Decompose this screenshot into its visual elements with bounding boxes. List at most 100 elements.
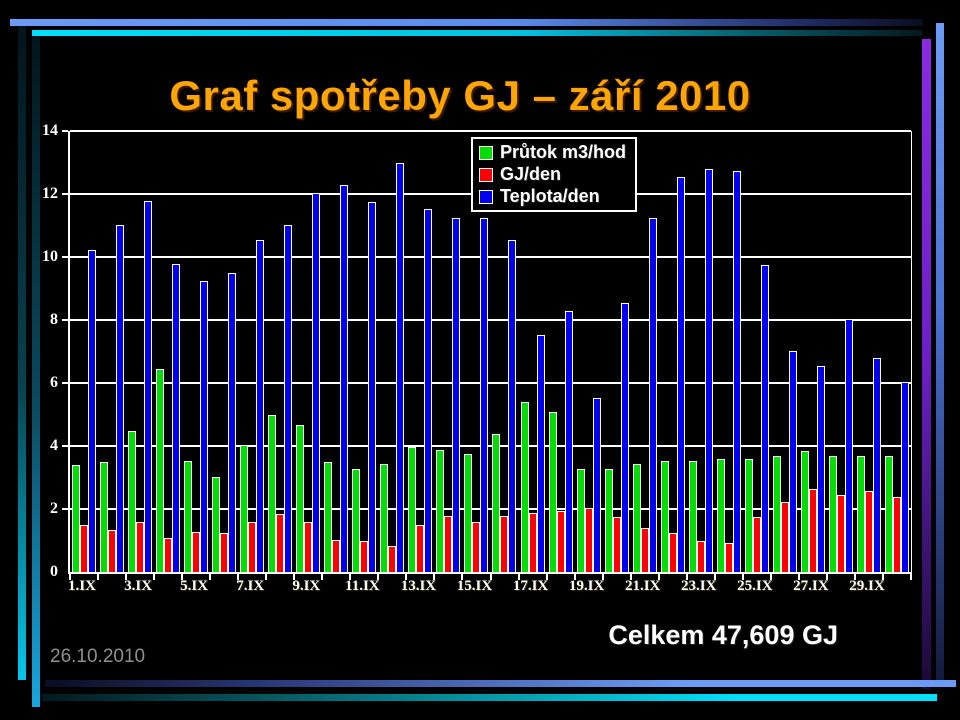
bar <box>872 358 881 572</box>
bar-groups <box>70 131 911 572</box>
x-axis-tick <box>629 574 632 580</box>
x-axis-tick <box>769 574 772 580</box>
bar <box>324 462 333 572</box>
x-axis-label: 19.IX <box>568 578 605 594</box>
x-axis-tick <box>293 574 296 580</box>
y-axis-labels: 0 2 4 6 8 10 12 14 <box>18 122 62 580</box>
bar <box>248 522 257 572</box>
bar <box>144 200 153 572</box>
x-axis-tick <box>741 574 744 580</box>
frame-top-inner-bar <box>32 30 922 36</box>
bar <box>716 459 725 572</box>
frame-left-inner-bar <box>32 36 40 707</box>
x-axis-label: 3.IX <box>124 578 153 594</box>
bar <box>856 456 865 572</box>
y-axis-label: 12 <box>42 185 58 202</box>
x-axis-tick <box>797 574 800 580</box>
bar <box>632 463 641 572</box>
bar <box>788 350 797 572</box>
x-axis-label: 13.IX <box>400 578 437 594</box>
frame-right-inner-bar <box>922 39 931 689</box>
legend-swatch-blue <box>479 189 493 204</box>
y-axis-tick <box>62 382 68 384</box>
bar <box>640 528 649 572</box>
bar-group-30.IX <box>883 382 911 572</box>
bar <box>312 193 321 572</box>
x-axis-tick <box>433 574 436 580</box>
bar <box>156 369 165 572</box>
bar <box>424 208 433 572</box>
bar-group-5.IX <box>182 281 210 572</box>
x-axis-label: 7.IX <box>236 578 265 594</box>
bar-group-17.IX <box>519 334 547 572</box>
bar <box>760 265 769 572</box>
bar <box>200 281 209 572</box>
gridline-4 <box>70 445 911 447</box>
bar <box>80 525 89 572</box>
gridline-6 <box>70 382 911 384</box>
bar <box>416 525 425 572</box>
bar <box>108 530 117 572</box>
bar-group-27.IX <box>799 366 827 572</box>
bar-group-9.IX <box>294 193 322 572</box>
legend-item-gj: GJ/den <box>479 164 629 185</box>
bar <box>864 490 873 572</box>
bar-group-29.IX <box>855 358 883 572</box>
bar <box>744 459 753 572</box>
bar <box>772 456 781 572</box>
bar-group-8.IX <box>266 224 294 572</box>
y-axis-tick <box>62 256 68 258</box>
bar <box>256 240 265 572</box>
x-axis-tick <box>713 574 716 580</box>
x-axis-tick <box>181 574 184 580</box>
bar <box>408 446 417 572</box>
x-axis-tick <box>657 574 660 580</box>
y-axis-tick <box>62 130 68 132</box>
bar-group-10.IX <box>322 185 350 572</box>
x-axis-tick <box>853 574 856 580</box>
bar <box>500 515 509 572</box>
legend-label-teplota: Teplota/den <box>500 186 600 206</box>
bar <box>724 542 733 572</box>
bar <box>396 163 405 572</box>
bar <box>368 202 377 572</box>
x-axis-tick <box>517 574 520 580</box>
x-axis-tick <box>153 574 156 580</box>
bar <box>360 541 369 572</box>
bar <box>212 476 221 572</box>
gridline-10 <box>70 256 911 258</box>
bar <box>556 511 565 572</box>
bar-group-7.IX <box>238 240 266 572</box>
bar <box>548 411 557 572</box>
bar <box>172 263 181 572</box>
legend-item-teplota: Teplota/den <box>479 186 629 207</box>
legend-swatch-red <box>479 167 493 182</box>
bar <box>192 531 201 572</box>
frame-right-outer-bar <box>936 23 944 683</box>
bar <box>576 468 585 572</box>
bar <box>520 402 529 572</box>
bar <box>592 397 601 572</box>
bar <box>436 449 445 572</box>
bar-group-24.IX <box>715 170 743 572</box>
total-label: Celkem 47,609 GJ <box>608 620 838 650</box>
x-axis-tick <box>125 574 128 580</box>
bar <box>184 460 193 572</box>
bar <box>332 539 341 572</box>
bar-group-4.IX <box>154 263 182 572</box>
x-axis-tick <box>97 574 100 580</box>
bar <box>884 456 893 572</box>
bar <box>164 537 173 572</box>
bar-group-13.IX <box>406 208 434 572</box>
bar <box>752 517 761 572</box>
x-axis-label: 25.IX <box>737 578 773 594</box>
gridline-14 <box>70 130 911 132</box>
bar <box>900 382 909 572</box>
bar <box>352 468 361 572</box>
bar-group-11.IX <box>350 202 378 572</box>
x-axis-label: 1.IX <box>68 578 96 594</box>
y-axis-label: 14 <box>42 122 58 139</box>
bar <box>492 433 501 572</box>
bar <box>228 273 237 572</box>
x-axis-tick <box>321 574 324 580</box>
